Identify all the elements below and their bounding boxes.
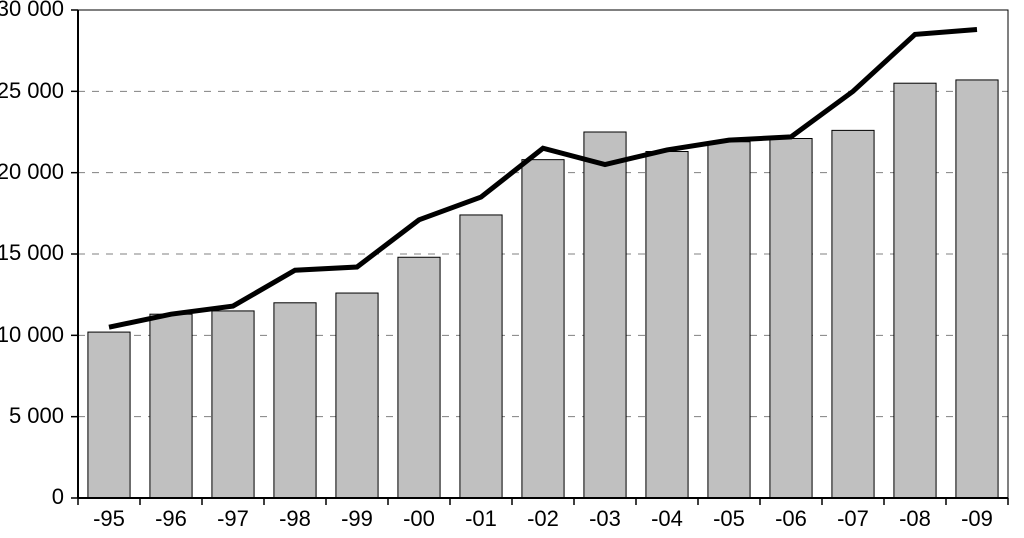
- y-tick-label: 30 000: [0, 0, 64, 22]
- x-tick-label: -08: [899, 506, 931, 532]
- y-tick-label: 10 000: [0, 322, 64, 348]
- x-tick-label: -07: [837, 506, 869, 532]
- chart-svg: [0, 0, 1024, 538]
- x-tick-label: -97: [217, 506, 249, 532]
- y-tick-label: 0: [52, 484, 64, 510]
- x-tick-label: -02: [527, 506, 559, 532]
- x-tick-label: -03: [589, 506, 621, 532]
- y-tick-label: 5 000: [9, 403, 64, 429]
- x-tick-label: -96: [155, 506, 187, 532]
- x-tick-label: -00: [403, 506, 435, 532]
- x-tick-label: -01: [465, 506, 497, 532]
- y-tick-label: 20 000: [0, 159, 64, 185]
- x-tick-label: -99: [341, 506, 373, 532]
- chart-container: 0 5 000 10 000 15 000 20 000 25 000 30 000 -95 -…: [0, 0, 1024, 538]
- x-tick-label: -05: [713, 506, 745, 532]
- y-tick-label: 15 000: [0, 240, 64, 266]
- x-tick-label: -95: [93, 506, 125, 532]
- y-tick-label: 25 000: [0, 78, 64, 104]
- x-tick-label: -04: [651, 506, 683, 532]
- x-tick-label: -98: [279, 506, 311, 532]
- x-tick-label: -06: [775, 506, 807, 532]
- x-tick-label: -09: [961, 506, 993, 532]
